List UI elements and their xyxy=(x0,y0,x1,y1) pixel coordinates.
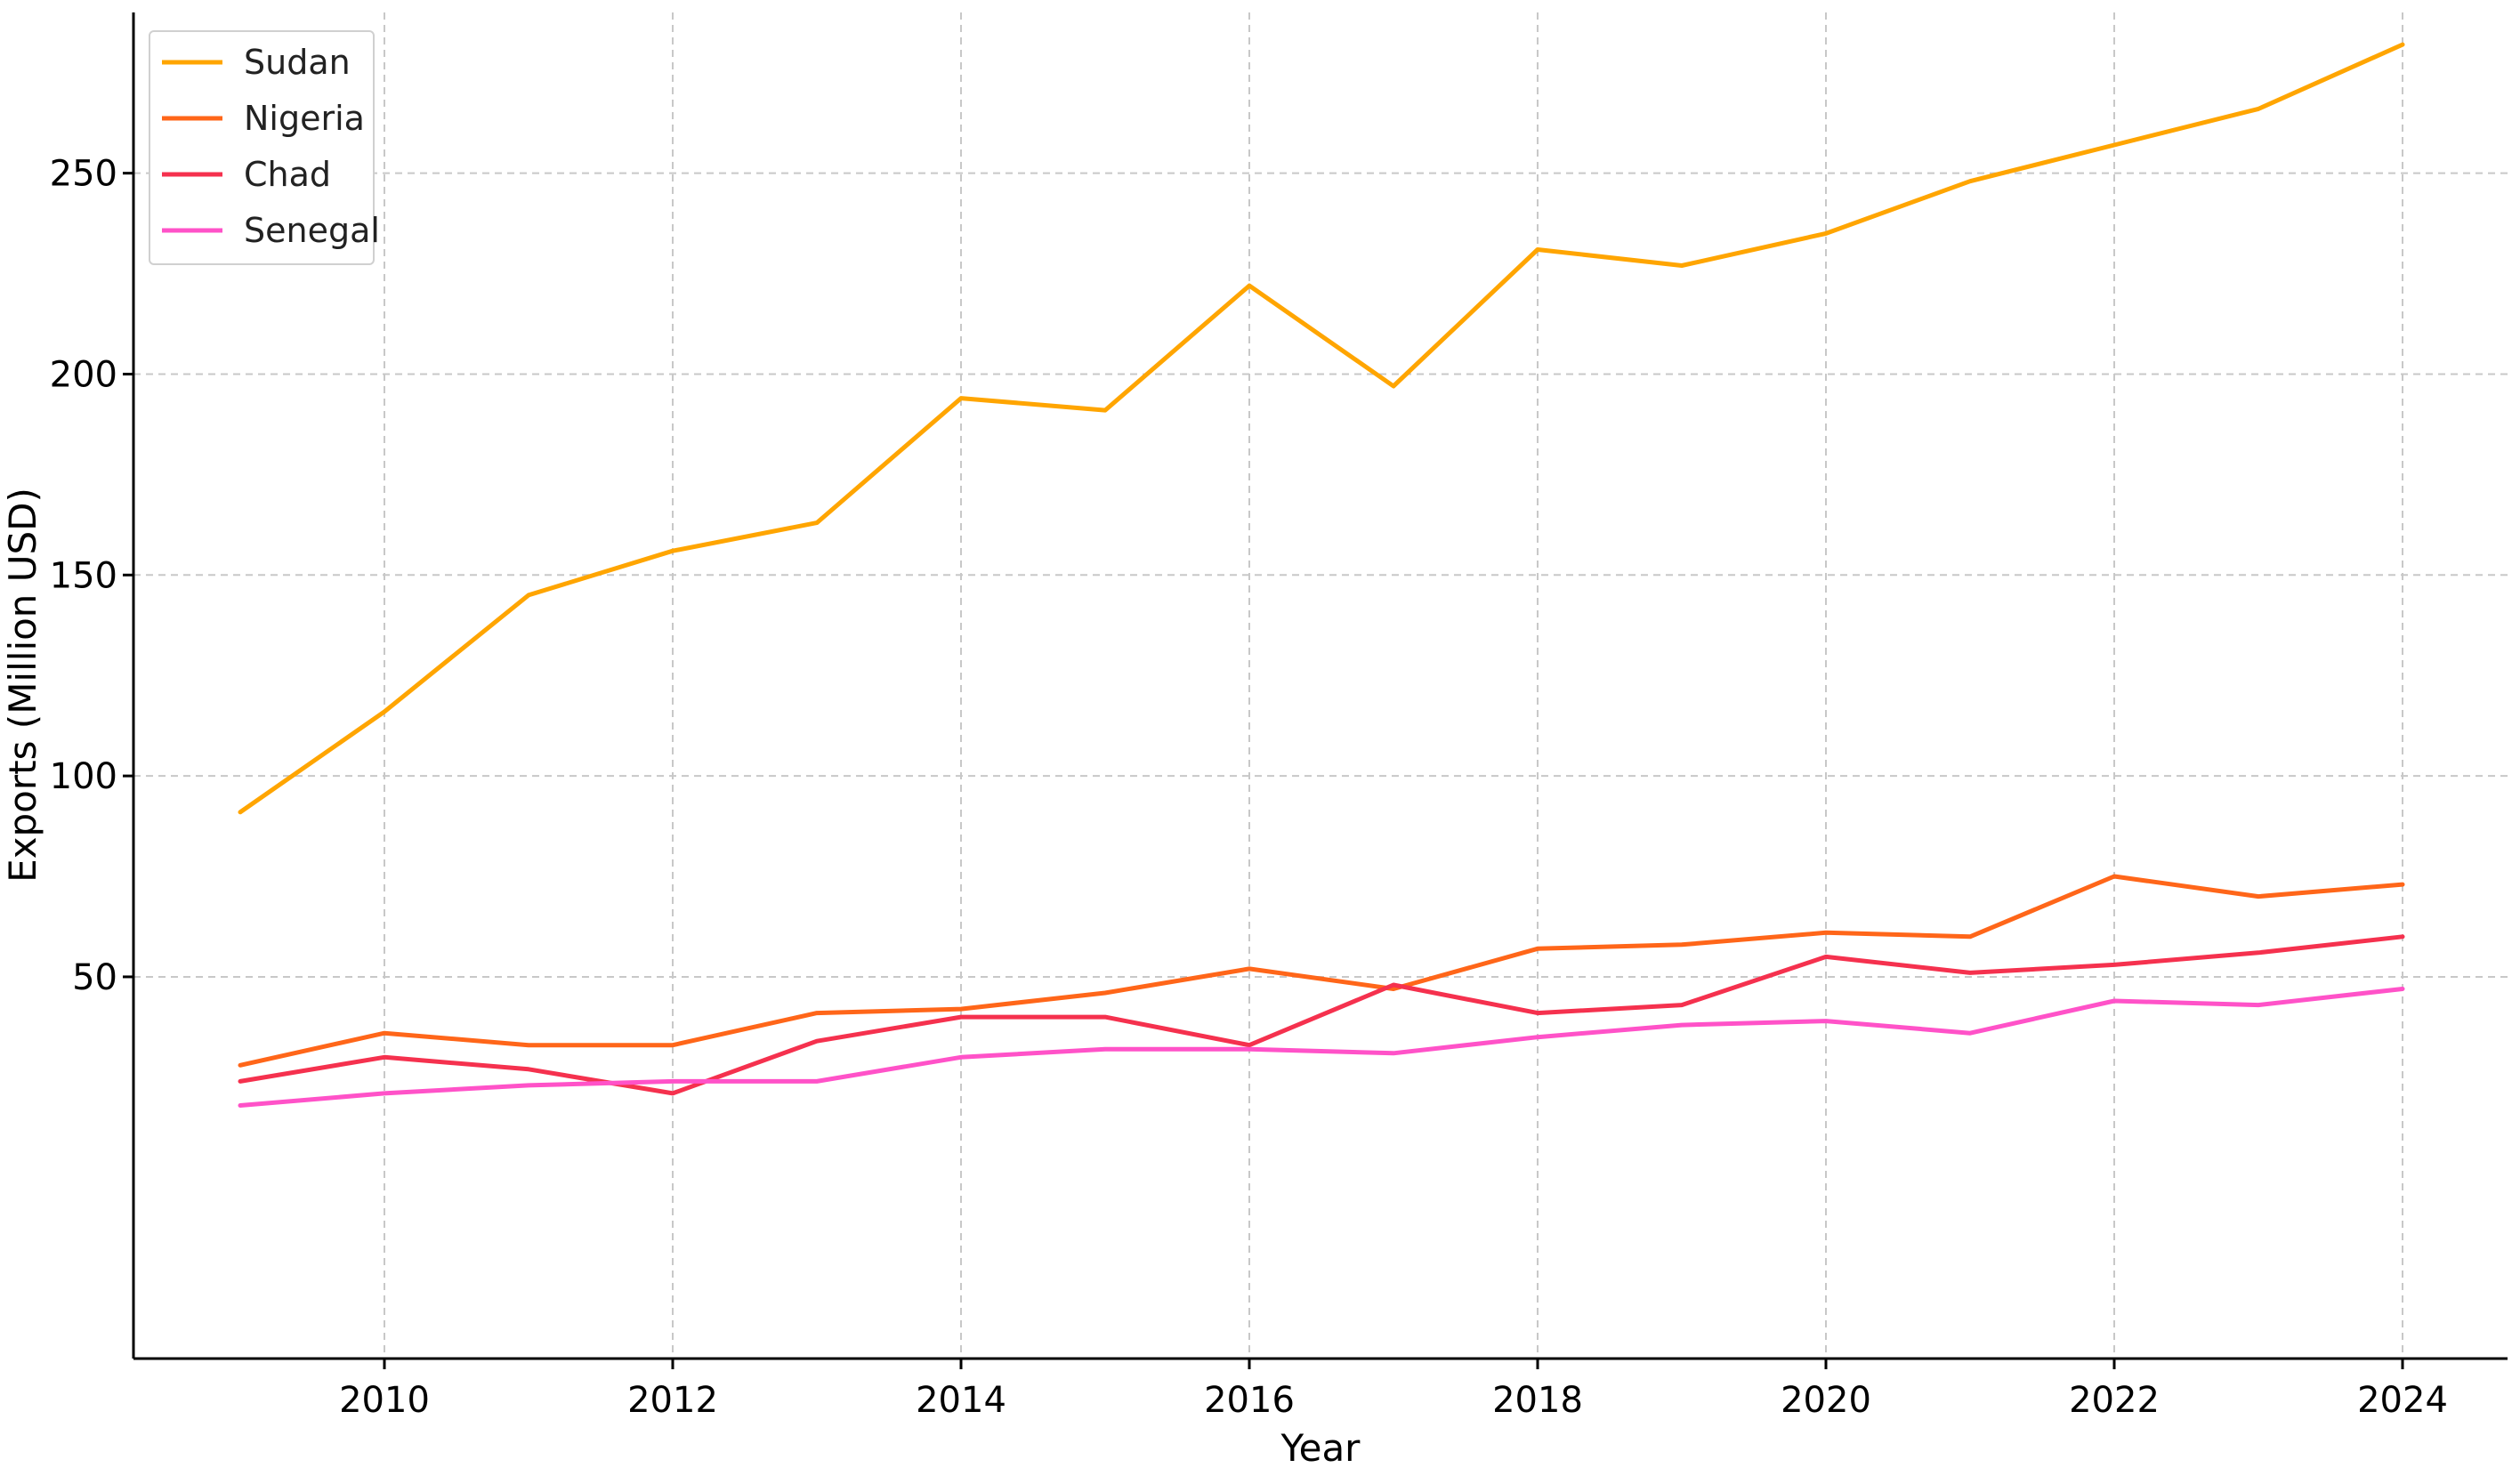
x-axis-ticks: 2010 2012 2014 2016 2018 2020 2022 2024 xyxy=(339,1359,2448,1421)
series-line-senegal xyxy=(238,987,2405,1108)
y-tick-label: 100 xyxy=(50,756,117,797)
series-line-sudan xyxy=(238,42,2405,815)
legend-label-chad: Chad xyxy=(244,155,331,194)
legend-label-sudan: Sudan xyxy=(244,43,351,82)
series-line-nigeria xyxy=(238,874,2405,1068)
y-tick-label: 150 xyxy=(50,555,117,596)
x-tick-label: 2010 xyxy=(339,1380,430,1421)
x-tick-label: 2020 xyxy=(1781,1380,1871,1421)
y-axis-label: Exports (Million USD) xyxy=(1,488,44,883)
x-tick-label: 2022 xyxy=(2069,1380,2160,1421)
x-tick-label: 2014 xyxy=(916,1380,1006,1421)
x-tick-label: 2012 xyxy=(627,1380,718,1421)
y-tick-label: 50 xyxy=(72,957,117,998)
y-tick-label: 250 xyxy=(50,154,117,195)
legend-box xyxy=(149,30,375,265)
legend-entries: Sudan Nigeria Chad Senegal xyxy=(162,43,380,250)
x-axis-label: Year xyxy=(1280,1426,1361,1468)
x-tick-label: 2016 xyxy=(1204,1380,1295,1421)
x-tick-label: 2018 xyxy=(1492,1380,1583,1421)
y-axis-ticks: 50 100 150 200 250 xyxy=(50,154,133,998)
y-tick-label: 200 xyxy=(50,354,117,395)
x-tick-label: 2024 xyxy=(2357,1380,2448,1421)
legend-label-senegal: Senegal xyxy=(244,211,380,250)
series-lines xyxy=(238,42,2405,1108)
legend: Sudan Nigeria Chad Senegal xyxy=(149,30,380,265)
legend-label-nigeria: Nigeria xyxy=(244,99,365,138)
